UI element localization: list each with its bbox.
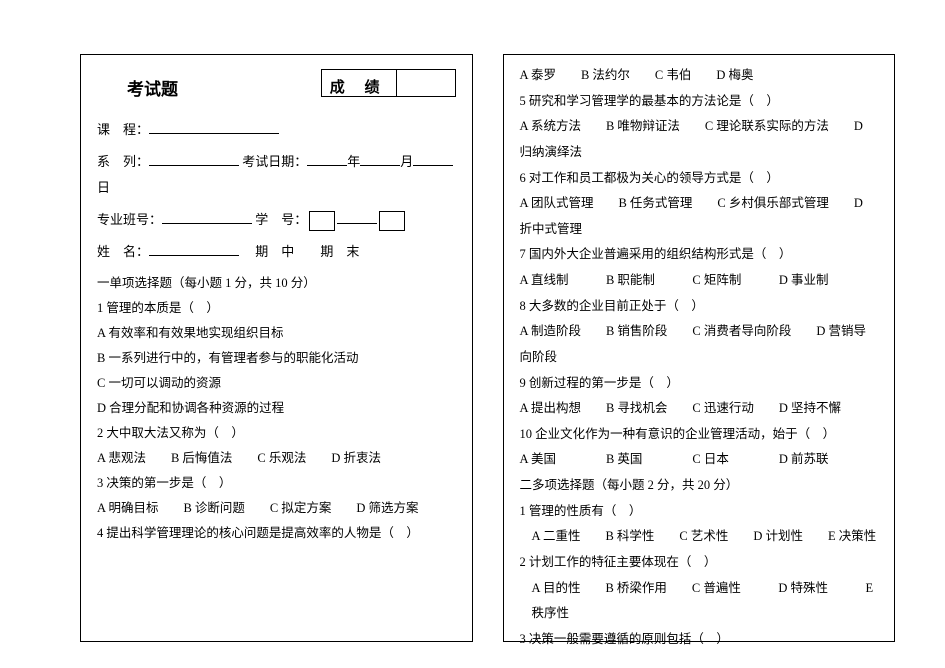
m1: 1 管理的性质有（ ） xyxy=(520,499,879,525)
name-underline xyxy=(149,243,239,256)
q2: 2 大中取大法又称为（ ） xyxy=(97,421,456,446)
q6: 6 对工作和员工都极为关心的领导方式是（ ） xyxy=(520,166,879,192)
q10-options: A 美国 B 英国 C 日本 D 前苏联 xyxy=(520,447,879,473)
class-line: 专业班号： 学 号： xyxy=(97,207,456,233)
name-line: 姓 名： 期 中 期 末 xyxy=(97,239,456,265)
course-label: 课 程： xyxy=(97,122,149,137)
q5: 5 研究和学习管理学的最基本的方法论是（ ） xyxy=(520,89,879,115)
q4-options: A 泰罗 B 法约尔 C 韦伯 D 梅奥 xyxy=(520,63,879,89)
q7: 7 国内外大企业普遍采用的组织结构形式是（ ） xyxy=(520,242,879,268)
class-label: 专业班号： xyxy=(97,212,162,227)
q4: 4 提出科学管理理论的核心问题是提高效率的人物是（ ） xyxy=(97,521,456,546)
q3: 3 决策的第一步是（ ） xyxy=(97,471,456,496)
no-underline xyxy=(337,211,377,224)
q6-options: A 团队式管理 B 任务式管理 C 乡村俱乐部式管理 D 折中式管理 xyxy=(520,191,879,242)
exam-title: 考试题 xyxy=(127,73,178,107)
section1-title: 一单项选择题（每小题 1 分，共 10 分） xyxy=(97,271,456,296)
header-row: 考试题 成 绩 xyxy=(97,69,456,107)
m2: 2 计划工作的特征主要体现在（ ） xyxy=(520,550,879,576)
m3: 3 决策一般需要遵循的原则包括（ ） xyxy=(520,627,879,653)
q8-options: A 制造阶段 B 销售阶段 C 消费者导向阶段 D 营销导向阶段 xyxy=(520,319,879,370)
checkbox-2 xyxy=(379,211,405,231)
q1: 1 管理的本质是（ ） xyxy=(97,296,456,321)
q8: 8 大多数的企业目前正处于（ ） xyxy=(520,294,879,320)
series-line: 系 列： 考试日期： 年 月日 xyxy=(97,149,456,201)
year-label: 年 xyxy=(347,154,360,169)
score-label: 成 绩 xyxy=(322,70,397,96)
course-line: 课 程： xyxy=(97,117,456,143)
score-box: 成 绩 xyxy=(321,69,456,97)
exam-page-left: 考试题 成 绩 课 程： 系 列： 考试日期： 年 月日 专业班号： 学 号： 姓 … xyxy=(80,54,473,642)
series-underline xyxy=(149,153,239,166)
q5-options: A 系统方法 B 唯物辩证法 C 理论联系实际的方法 D 归纳演绎法 xyxy=(520,114,879,165)
year-underline xyxy=(307,153,347,166)
q1d: D 合理分配和协调各种资源的过程 xyxy=(97,396,456,421)
final-label: 期 末 xyxy=(320,244,359,259)
exam-date-label: 考试日期： xyxy=(242,154,307,169)
q2-options: A 悲观法 B 后悔值法 C 乐观法 D 折衷法 xyxy=(97,446,456,471)
month-label: 月 xyxy=(400,154,413,169)
q1c: C 一切可以调动的资源 xyxy=(97,371,456,396)
student-no-label: 学 号： xyxy=(255,212,307,227)
class-underline xyxy=(162,211,252,224)
q3-options: A 明确目标 B 诊断问题 C 拟定方案 D 筛选方案 xyxy=(97,496,456,521)
month-underline xyxy=(360,153,400,166)
q9: 9 创新过程的第一步是（ ） xyxy=(520,371,879,397)
score-blank xyxy=(397,70,455,96)
m2-options: A 目的性 B 桥梁作用 C 普遍性 D 特殊性 E 秩序性 xyxy=(520,576,879,627)
q7-options: A 直线制 B 职能制 C 矩阵制 D 事业制 xyxy=(520,268,879,294)
q9-options: A 提出构想 B 寻找机会 C 迅速行动 D 坚持不懈 xyxy=(520,396,879,422)
q1a: A 有效率和有效果地实现组织目标 xyxy=(97,321,456,346)
q1b: B 一系列进行中的，有管理者参与的职能化活动 xyxy=(97,346,456,371)
midterm-label: 期 中 xyxy=(255,244,294,259)
day-underline xyxy=(413,153,453,166)
series-label: 系 列： xyxy=(97,154,149,169)
exam-page-right: A 泰罗 B 法约尔 C 韦伯 D 梅奥 5 研究和学习管理学的最基本的方法论是… xyxy=(503,54,896,642)
q10: 10 企业文化作为一种有意识的企业管理活动，始于（ ） xyxy=(520,422,879,448)
checkbox-1 xyxy=(309,211,335,231)
name-label: 姓 名： xyxy=(97,244,149,259)
course-underline xyxy=(149,121,279,134)
day-label: 日 xyxy=(97,180,110,195)
m1-options: A 二重性 B 科学性 C 艺术性 D 计划性 E 决策性 xyxy=(520,524,879,550)
section2-title: 二多项选择题（每小题 2 分，共 20 分） xyxy=(520,473,879,499)
